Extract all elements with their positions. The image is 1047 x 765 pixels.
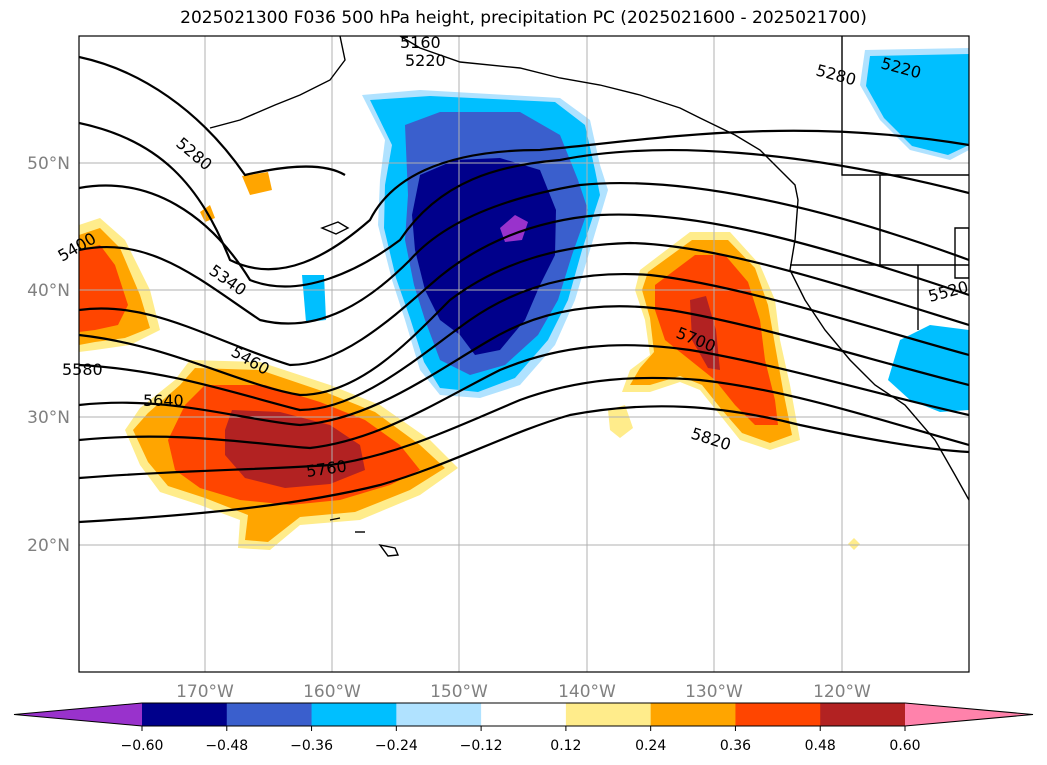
lon-label: 140°W [558, 682, 616, 702]
precip-pos-small-4 [848, 538, 860, 550]
colorbar: −0.60 −0.48 −0.36 −0.24 −0.12 0.12 0.24 0.36 0.4… [13, 702, 1034, 754]
contour-label: 5220 [405, 51, 446, 70]
colorbar-extend-low [14, 703, 142, 726]
colorbar-segment [565, 703, 652, 726]
precip-neg-darkest [412, 158, 556, 355]
colorbar-segment [650, 703, 736, 726]
colorbar-tick-label: 0.36 [720, 738, 751, 754]
lon-labels: 170°W 160°W 150°W 140°W 130°W 120°W [176, 682, 871, 702]
lat-labels: 50°N 40°N 30°N 20°N [27, 154, 70, 556]
colorbar-segment [481, 703, 567, 726]
colorbar-tick-label: 0.12 [550, 738, 581, 754]
colorbar-tick-label: −0.36 [290, 738, 333, 754]
lat-label: 30°N [27, 408, 70, 428]
lon-label: 130°W [685, 682, 743, 702]
colorbar-tick-label: −0.24 [375, 738, 418, 754]
precip-neg-coast [888, 325, 969, 412]
colorbar-segment [226, 703, 313, 726]
contour-label: 5160 [400, 33, 441, 52]
colorbar-segment [142, 703, 228, 726]
lon-label: 120°W [813, 682, 871, 702]
precip-pos-small-1 [242, 172, 272, 195]
colorbar-tick-label: 0.24 [635, 738, 666, 754]
colorbar-segment [396, 703, 482, 726]
height-contours [79, 55, 969, 524]
lon-label: 170°W [176, 682, 234, 702]
colorbar-tick-label: 0.48 [805, 738, 836, 754]
colorbar-segment [311, 703, 397, 726]
precip-neg-extreme [500, 215, 528, 242]
colorbar-segment [820, 703, 906, 726]
colorbar-tick-label: −0.12 [460, 738, 503, 754]
colorbar-extend-high [905, 703, 1033, 726]
precip-neg-small [302, 275, 326, 322]
contour-label: 5640 [143, 391, 184, 410]
colorbar-segment [735, 703, 821, 726]
lon-label: 160°W [303, 682, 361, 702]
chart-title: 2025021300 F036 500 hPa height, precipit… [180, 8, 867, 28]
map-frame [78, 35, 970, 673]
precip-neg-ne-inner [866, 54, 969, 155]
colorbar-tick-label: 0.60 [889, 738, 920, 754]
coastlines [209, 36, 969, 557]
lat-label: 20°N [27, 536, 70, 556]
colorbar-tick-label: −0.60 [121, 738, 164, 754]
colorbar-tick-label: −0.48 [205, 738, 248, 754]
lon-label: 150°W [430, 682, 488, 702]
lat-label: 40°N [27, 281, 70, 301]
contour-label: 5580 [62, 360, 103, 379]
lat-label: 50°N [27, 154, 70, 174]
precip-pos-far-west-red [79, 245, 128, 332]
precip-pos-small-3 [608, 405, 633, 438]
